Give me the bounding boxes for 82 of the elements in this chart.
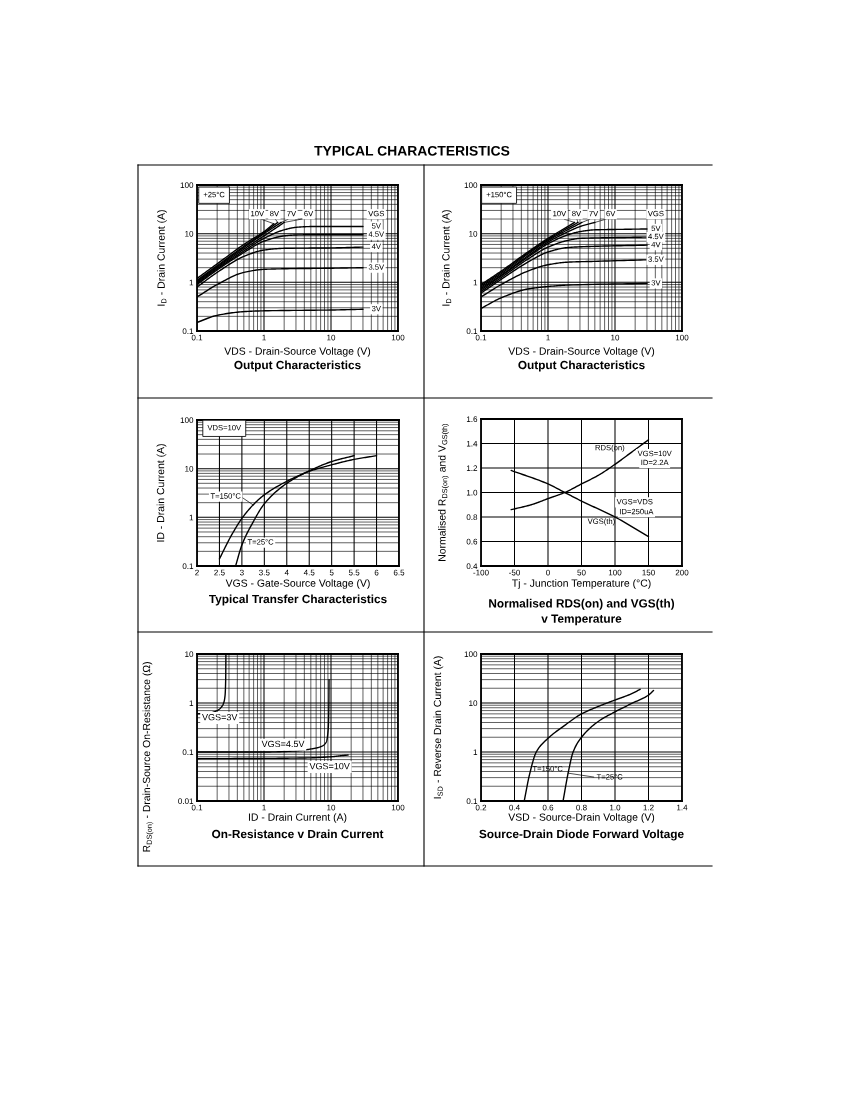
x-tick-label: 0 [546,569,550,576]
x-tick-label: 5.5 [348,569,360,576]
series-label: VGS=3V [202,713,238,721]
y-tick-label: 1 [189,514,194,521]
y-tick-label: 1 [189,700,194,706]
x-tick-label: 0.4 [509,804,520,811]
y-tick-label: 1.2 [466,465,478,471]
x-axis-title: ID - Drain Current (A) [248,813,347,823]
y-tick-label: 1.0 [466,489,478,496]
y-tick-label: 10 [185,230,194,237]
y-tick-label: 10 [185,465,194,472]
y-axis-title: ID - Drain Current (A) [156,444,167,542]
x-tick-label: 100 [391,804,405,811]
y-tick-label: 1.6 [466,416,478,422]
y-axis-title: Normalised R$_{DS(on)}$ and V$_{GS(th)}$ [438,423,449,561]
y-tick-label: 0.1 [466,328,478,334]
x-tick-label: 5 [329,569,334,576]
series-label: VGS=10V [309,762,350,770]
y-tick-label: 0.1 [182,749,194,755]
y-axis-title: I$_{SD}$ - Reverse Drain Current (A) [433,656,444,799]
y-tick-label: 10 [469,230,478,237]
x-tick-label: 100 [675,334,689,341]
x-tick-label: 0.2 [475,804,487,811]
y-axis-title: I$_{D}$ - Drain Current (A) [157,210,167,306]
x-tick-label: 10 [611,334,620,341]
x-tick-label: 1.0 [610,804,621,811]
y-tick-label: 10 [469,700,478,706]
x-axis-title: VGS - Gate-Source Voltage (V) [225,579,370,589]
x-tick-label: 3 [239,569,244,576]
y-tick-label: 0.8 [466,514,478,520]
y-tick-label: 0.1 [466,798,478,804]
y-tick-label: 10 [185,651,194,657]
text: Output Characteristics [518,360,645,372]
text: TYPICAL CHARACTERISTICS [314,145,510,156]
x-tick-label: 1.2 [643,804,654,811]
y-tick-label: 100 [464,182,478,188]
y-tick-label: 100 [464,651,478,657]
x-tick-label: -100 [473,569,489,576]
y-tick-label: 100 [180,182,194,188]
x-tick-label: 1.4 [677,804,688,811]
text: Normalised RDS(on) and VGS(th) v Temperature [489,598,675,626]
text: On-Resistance v Drain Current [212,829,384,839]
x-tick-label: 1 [262,804,266,811]
x-tick-label: 200 [675,569,689,576]
x-tick-label: 4.5 [303,569,315,576]
x-tick-label: 4 [284,569,289,576]
x-tick-label: -50 [509,569,521,576]
y-tick-label: 0.4 [466,563,478,569]
x-tick-label: 0.8 [576,804,587,811]
x-tick-label: 6 [374,569,379,576]
x-tick-label: 2.5 [214,569,225,576]
y-tick-label: 1.4 [466,440,478,447]
x-tick-label: 2 [195,569,199,576]
x-tick-label: 10 [327,334,336,341]
x-axis-title: VDS - Drain-Source Voltage (V) [224,347,371,357]
x-tick-label: 100 [608,569,622,576]
x-tick-label: 6.5 [393,569,405,576]
x-tick-label: 3.5 [259,569,270,576]
x-tick-label: 1 [546,334,550,341]
y-tick-label: 1 [473,279,478,286]
y-tick-label: 0.01 [178,798,194,804]
y-tick-label: 0.6 [466,538,478,545]
x-tick-label: 0.6 [542,804,554,811]
y-tick-label: 0.1 [182,563,194,569]
x-tick-label: 100 [391,334,405,341]
y-tick-label: 0.1 [182,328,194,334]
x-tick-label: 150 [642,569,655,576]
y-tick-label: 100 [180,417,194,423]
x-axis-title: VSD - Source-Drain Voltage (V) [508,813,655,823]
series-label: VGS=4.5V [261,740,305,748]
x-tick-label: 10 [327,804,336,811]
x-tick-label: 1 [262,334,266,341]
x-axis-title: Tj - Junction Temperature (°C) [512,579,651,589]
y-axis-title: I$_{D}$ - Drain Current (A) [441,210,452,306]
x-tick-label: 50 [577,569,586,576]
y-tick-label: 1 [189,279,194,286]
y-axis-title: R$_{DS(on)}$ - Drain-Source On-Resistance (Ω) [142,662,154,852]
x-axis-title: VDS - Drain-Source Voltage (V) [508,347,655,357]
text: Source-Drain Diode Forward Voltage [479,829,684,841]
text: Output Characteristics [234,360,361,372]
text: Typical Transfer Characteristics [209,594,387,606]
y-tick-label: 1 [473,749,478,755]
